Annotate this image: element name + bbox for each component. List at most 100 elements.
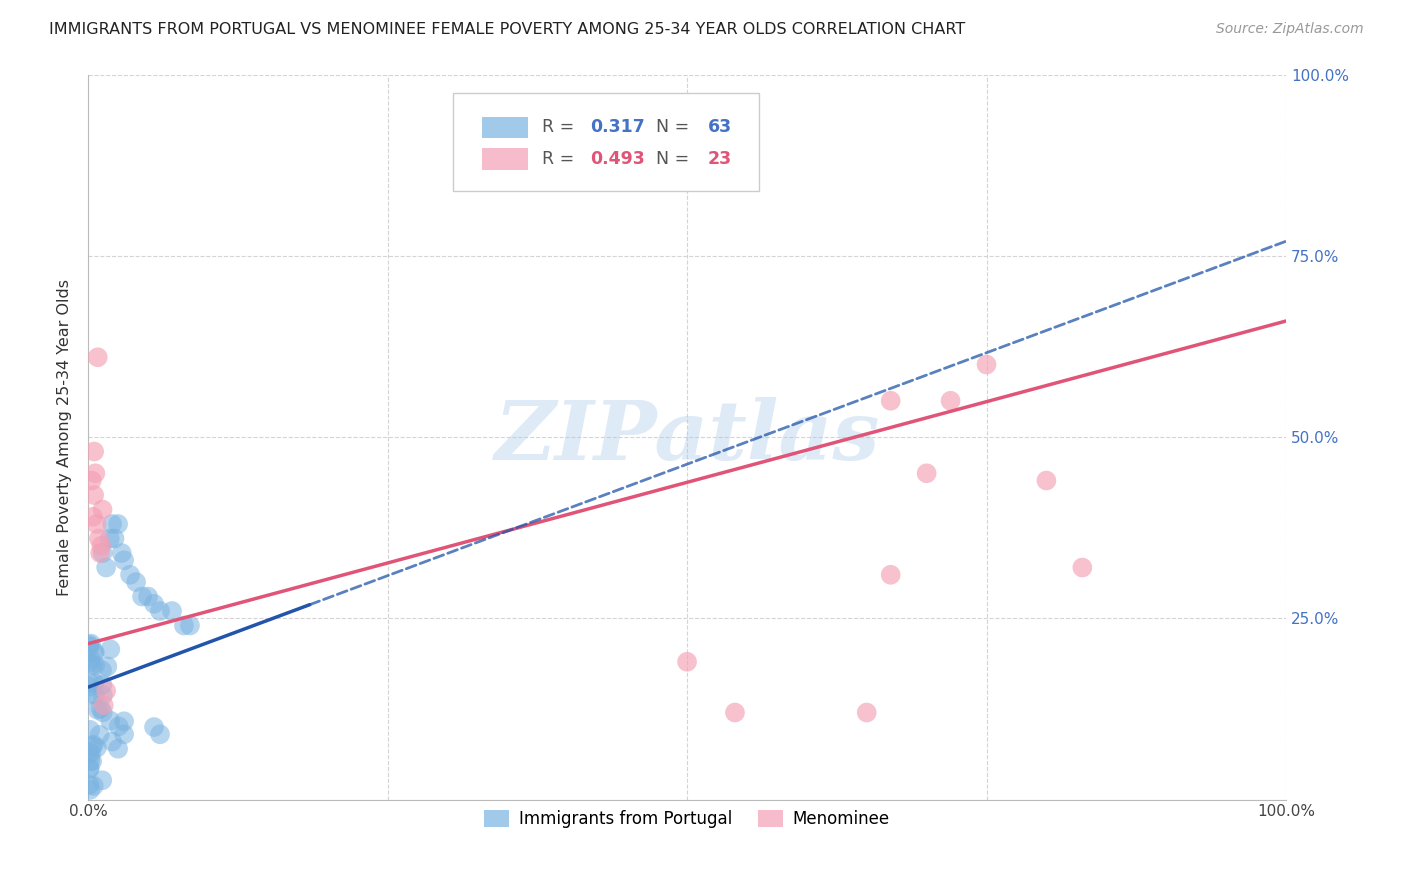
Point — [915, 467, 938, 481]
Point — [143, 597, 166, 611]
Point — [83, 779, 105, 793]
Point — [111, 546, 134, 560]
Point — [98, 714, 121, 728]
Point — [82, 509, 104, 524]
Point — [80, 637, 103, 651]
Point — [79, 676, 101, 690]
Point — [83, 645, 105, 659]
Point — [79, 638, 101, 652]
Point — [91, 502, 114, 516]
Point — [79, 762, 101, 776]
Point — [83, 488, 105, 502]
FancyBboxPatch shape — [454, 93, 759, 191]
Point — [86, 516, 108, 531]
Point — [79, 754, 101, 768]
Point — [91, 664, 114, 678]
Point — [89, 701, 111, 715]
Text: 0.493: 0.493 — [591, 151, 645, 169]
Point — [79, 688, 101, 702]
Point — [98, 532, 121, 546]
Point — [91, 689, 114, 703]
Legend: Immigrants from Portugal, Menominee: Immigrants from Portugal, Menominee — [478, 803, 897, 835]
Point — [107, 741, 129, 756]
Bar — [482, 148, 527, 170]
Point — [83, 676, 105, 690]
Point — [98, 642, 121, 657]
Point — [1071, 560, 1094, 574]
Text: R =: R = — [543, 151, 579, 169]
Text: N =: N = — [657, 119, 695, 136]
Point — [86, 703, 108, 717]
Point — [676, 655, 699, 669]
Point — [149, 604, 172, 618]
Point — [82, 657, 104, 672]
Text: 23: 23 — [707, 151, 731, 169]
Point — [91, 546, 114, 560]
Point — [84, 658, 107, 673]
Text: Source: ZipAtlas.com: Source: ZipAtlas.com — [1216, 22, 1364, 37]
Text: R =: R = — [543, 119, 579, 136]
Point — [94, 683, 117, 698]
Point — [91, 773, 114, 788]
Point — [879, 393, 901, 408]
Point — [82, 754, 104, 768]
Text: IMMIGRANTS FROM PORTUGAL VS MENOMINEE FEMALE POVERTY AMONG 25-34 YEAR OLDS CORRE: IMMIGRANTS FROM PORTUGAL VS MENOMINEE FE… — [49, 22, 966, 37]
Point — [101, 516, 124, 531]
Point — [976, 358, 998, 372]
Point — [939, 393, 962, 408]
Point — [96, 659, 118, 673]
Point — [79, 745, 101, 759]
Point — [79, 723, 101, 737]
Y-axis label: Female Poverty Among 25-34 Year Olds: Female Poverty Among 25-34 Year Olds — [58, 278, 72, 596]
Point — [120, 567, 142, 582]
Text: N =: N = — [657, 151, 695, 169]
Text: ZIPatlas: ZIPatlas — [495, 397, 880, 477]
Point — [79, 652, 101, 666]
Point — [112, 553, 135, 567]
Point — [879, 567, 901, 582]
Point — [112, 727, 135, 741]
Point — [149, 727, 172, 741]
Point — [91, 678, 114, 692]
Point — [79, 656, 101, 670]
Point — [131, 590, 153, 604]
Point — [79, 680, 101, 694]
Point — [179, 618, 201, 632]
Point — [101, 734, 124, 748]
Point — [87, 532, 110, 546]
Point — [855, 706, 877, 720]
Point — [90, 539, 112, 553]
Point — [83, 738, 105, 752]
Point — [86, 740, 108, 755]
Point — [136, 590, 159, 604]
Point — [103, 532, 125, 546]
Point — [79, 783, 101, 797]
Point — [84, 688, 107, 702]
Point — [89, 728, 111, 742]
Bar — [482, 117, 527, 138]
Point — [173, 618, 195, 632]
Point — [80, 474, 103, 488]
Point — [79, 640, 101, 654]
Point — [80, 747, 103, 761]
Point — [93, 698, 115, 713]
Text: 63: 63 — [707, 119, 731, 136]
Point — [107, 719, 129, 733]
Point — [724, 706, 747, 720]
Point — [82, 739, 104, 753]
Point — [143, 720, 166, 734]
Text: 0.317: 0.317 — [591, 119, 645, 136]
Point — [84, 467, 107, 481]
Point — [112, 714, 135, 729]
Point — [94, 560, 117, 574]
Point — [83, 444, 105, 458]
Point — [79, 761, 101, 775]
Point — [83, 646, 105, 660]
Point — [79, 778, 101, 792]
Point — [1035, 474, 1057, 488]
Point — [91, 706, 114, 720]
Point — [160, 604, 183, 618]
Point — [89, 546, 111, 560]
Point — [125, 574, 148, 589]
Point — [87, 351, 110, 365]
